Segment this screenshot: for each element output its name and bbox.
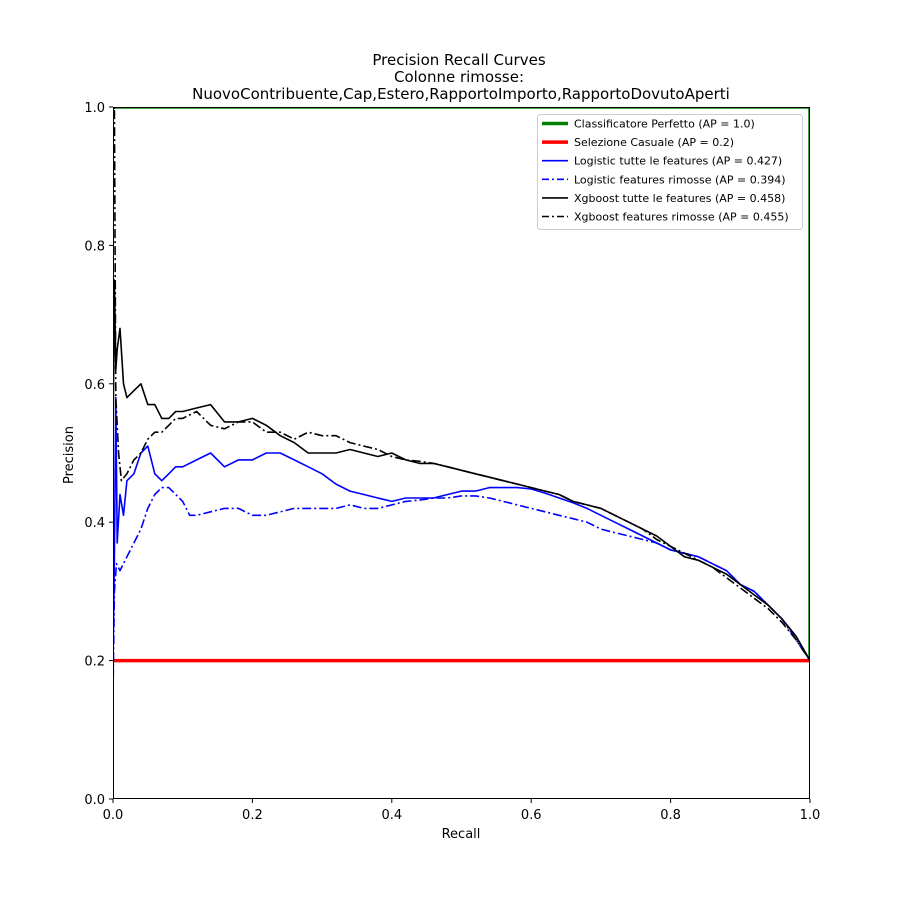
y-axis-ticks: 0.0 0.2 0.4 0.6 0.8 1.0 [84, 101, 113, 808]
legend-box [537, 114, 803, 230]
x-tick-label: 0.0 [103, 808, 124, 823]
y-tick-label: 1.0 [84, 101, 105, 116]
legend-entry-2: Logistic tutte le features (AP = 0.427) [574, 155, 782, 168]
x-tick-label: 0.6 [521, 808, 542, 823]
series-layer [113, 107, 810, 696]
legend-entry-5: Xgboost features rimosse (AP = 0.455) [574, 211, 789, 224]
chart-title-line-1: Precision Recall Curves [372, 51, 545, 69]
x-tick-label: 0.4 [381, 808, 402, 823]
y-tick-label: 0.4 [84, 516, 105, 531]
x-tick-label: 0.8 [660, 808, 681, 823]
x-axis-label: Recall [442, 827, 481, 842]
chart-title-line-2: Colonne rimosse: [394, 68, 524, 86]
legend-entry-1: Selezione Casuale (AP = 0.2) [574, 136, 734, 149]
series-line-3 [113, 486, 810, 696]
series-line-2 [113, 396, 810, 661]
chart-title: Precision Recall Curves Colonne rimosse:… [192, 51, 730, 103]
y-tick-label: 0.6 [84, 378, 105, 393]
series-line-5 [113, 107, 810, 662]
legend-entry-0: Classificatore Perfetto (AP = 1.0) [574, 118, 755, 131]
legend-entry-4: Xgboost tutte le features (AP = 0.458) [574, 192, 785, 205]
y-tick-label: 0.2 [84, 655, 105, 670]
x-tick-label: 1.0 [800, 808, 821, 823]
y-tick-label: 0.8 [84, 239, 105, 254]
chart-title-line-3: NuovoContribuente,Cap,Estero,RapportoImp… [192, 85, 730, 103]
series-line-4 [113, 279, 810, 661]
y-axis-label: Precision [62, 426, 77, 484]
plot-frame [113, 107, 810, 799]
x-axis-ticks: 0.0 0.2 0.4 0.6 0.8 1.0 [103, 799, 821, 823]
legend: Classificatore Perfetto (AP = 1.0) Selezi… [537, 114, 803, 230]
legend-entry-3: Logistic features rimosse (AP = 0.394) [574, 173, 785, 186]
y-tick-label: 0.0 [84, 793, 105, 808]
x-tick-label: 0.2 [242, 808, 263, 823]
